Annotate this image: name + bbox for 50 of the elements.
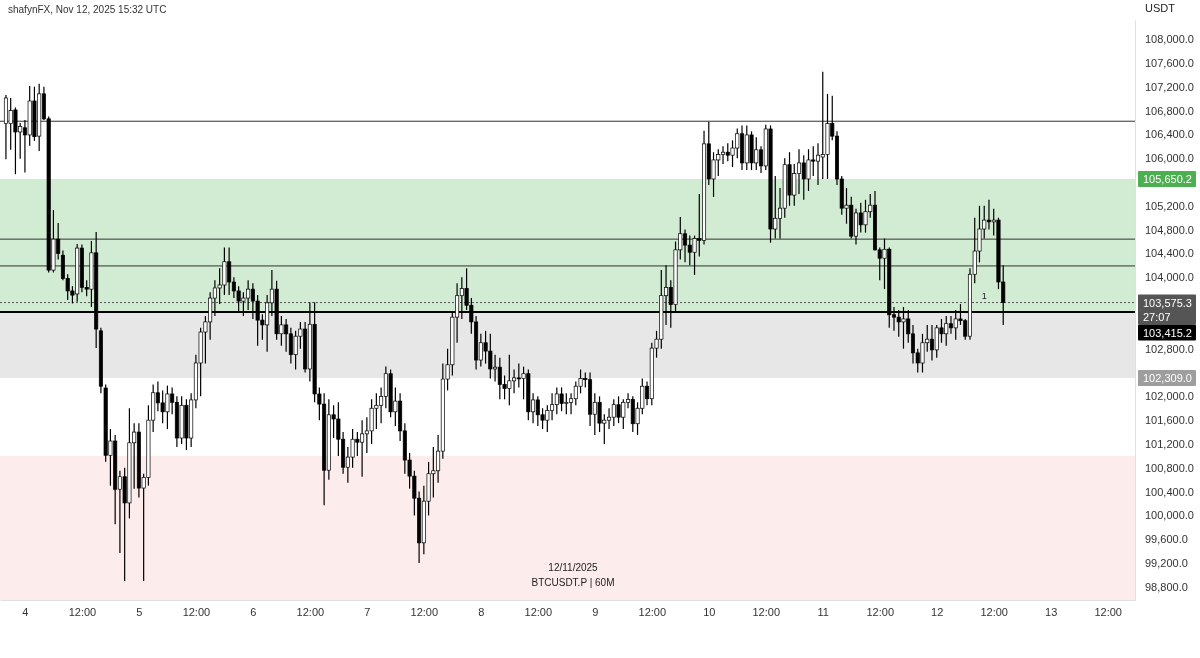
y-tick-label: 99,200.0 bbox=[1145, 557, 1188, 570]
x-tick-label: 12:00 bbox=[524, 605, 553, 618]
band-label: 102,309.0 bbox=[1143, 371, 1192, 384]
band-label: 105,650.2 bbox=[1143, 172, 1192, 185]
x-tick-label: 12:00 bbox=[866, 605, 895, 618]
x-tick-label: 11 bbox=[817, 605, 829, 618]
y-tick-label: 100,000.0 bbox=[1145, 509, 1194, 522]
y-tick-label: 101,200.0 bbox=[1145, 438, 1194, 450]
y-tick-label: 99,600.0 bbox=[1145, 533, 1188, 546]
y-axis-title: USDT bbox=[1145, 2, 1176, 14]
y-tick-label: 106,800.0 bbox=[1145, 104, 1194, 117]
y-tick-label: 104,800.0 bbox=[1145, 223, 1194, 236]
y-tick-label: 108,000.0 bbox=[1145, 33, 1194, 46]
x-tick-label: 7 bbox=[364, 605, 371, 618]
x-tick-label: 10 bbox=[703, 605, 716, 618]
y-tick-label: 102,000.0 bbox=[1145, 390, 1194, 403]
x-tick-label: 13 bbox=[1045, 605, 1058, 618]
x-tick-label: 5 bbox=[136, 605, 143, 618]
ref-line-label: 103,415.2 bbox=[1143, 326, 1192, 339]
x-tick-label: 12 bbox=[931, 605, 944, 618]
x-tick-label: 6 bbox=[250, 605, 257, 618]
x-tick-label: 12:00 bbox=[296, 605, 325, 618]
x-tick-label: 12:00 bbox=[1094, 605, 1122, 618]
y-tick-label: 105,200.0 bbox=[1145, 199, 1194, 212]
x-tick-label: 12:00 bbox=[980, 605, 1008, 618]
x-tick-label: 12:00 bbox=[182, 605, 211, 618]
candlestick bbox=[853, 208, 859, 246]
y-tick-label: 102,800.0 bbox=[1145, 342, 1194, 355]
y-tick-label: 100,800.0 bbox=[1145, 461, 1194, 474]
y-tick-label: 107,600.0 bbox=[1145, 56, 1194, 69]
y-tick-label: 100,400.0 bbox=[1145, 485, 1194, 498]
annotation: 1 bbox=[981, 290, 987, 301]
x-tick-label: 8 bbox=[478, 605, 485, 618]
y-tick-label: 107,200.0 bbox=[1145, 80, 1194, 93]
x-tick-label: 4 bbox=[22, 605, 29, 618]
annotation: 12/11/2025 bbox=[548, 562, 599, 573]
y-tick-label: 101,600.0 bbox=[1145, 414, 1194, 427]
x-tick-label: 9 bbox=[592, 605, 599, 618]
y-tick-label: 104,000.0 bbox=[1145, 271, 1194, 284]
x-tick-label: 12:00 bbox=[68, 605, 97, 618]
y-tick-label: 98,800.0 bbox=[1145, 580, 1188, 593]
text: shafynFX, Nov 12, 2025 15:32 UTC bbox=[8, 4, 167, 15]
y-tick-label: 106,400.0 bbox=[1145, 128, 1194, 141]
y-tick-label: 106,000.0 bbox=[1145, 152, 1194, 165]
x-tick-label: 12:00 bbox=[638, 605, 667, 618]
x-tick-label: 12:00 bbox=[410, 605, 439, 618]
y-tick-label: 104,400.0 bbox=[1145, 247, 1194, 260]
x-tick-label: 12:00 bbox=[752, 605, 781, 618]
annotation: BTCUSDT.P | 60M bbox=[531, 577, 615, 588]
ref-line-label: 103,575.3 27:07 bbox=[1143, 296, 1192, 323]
